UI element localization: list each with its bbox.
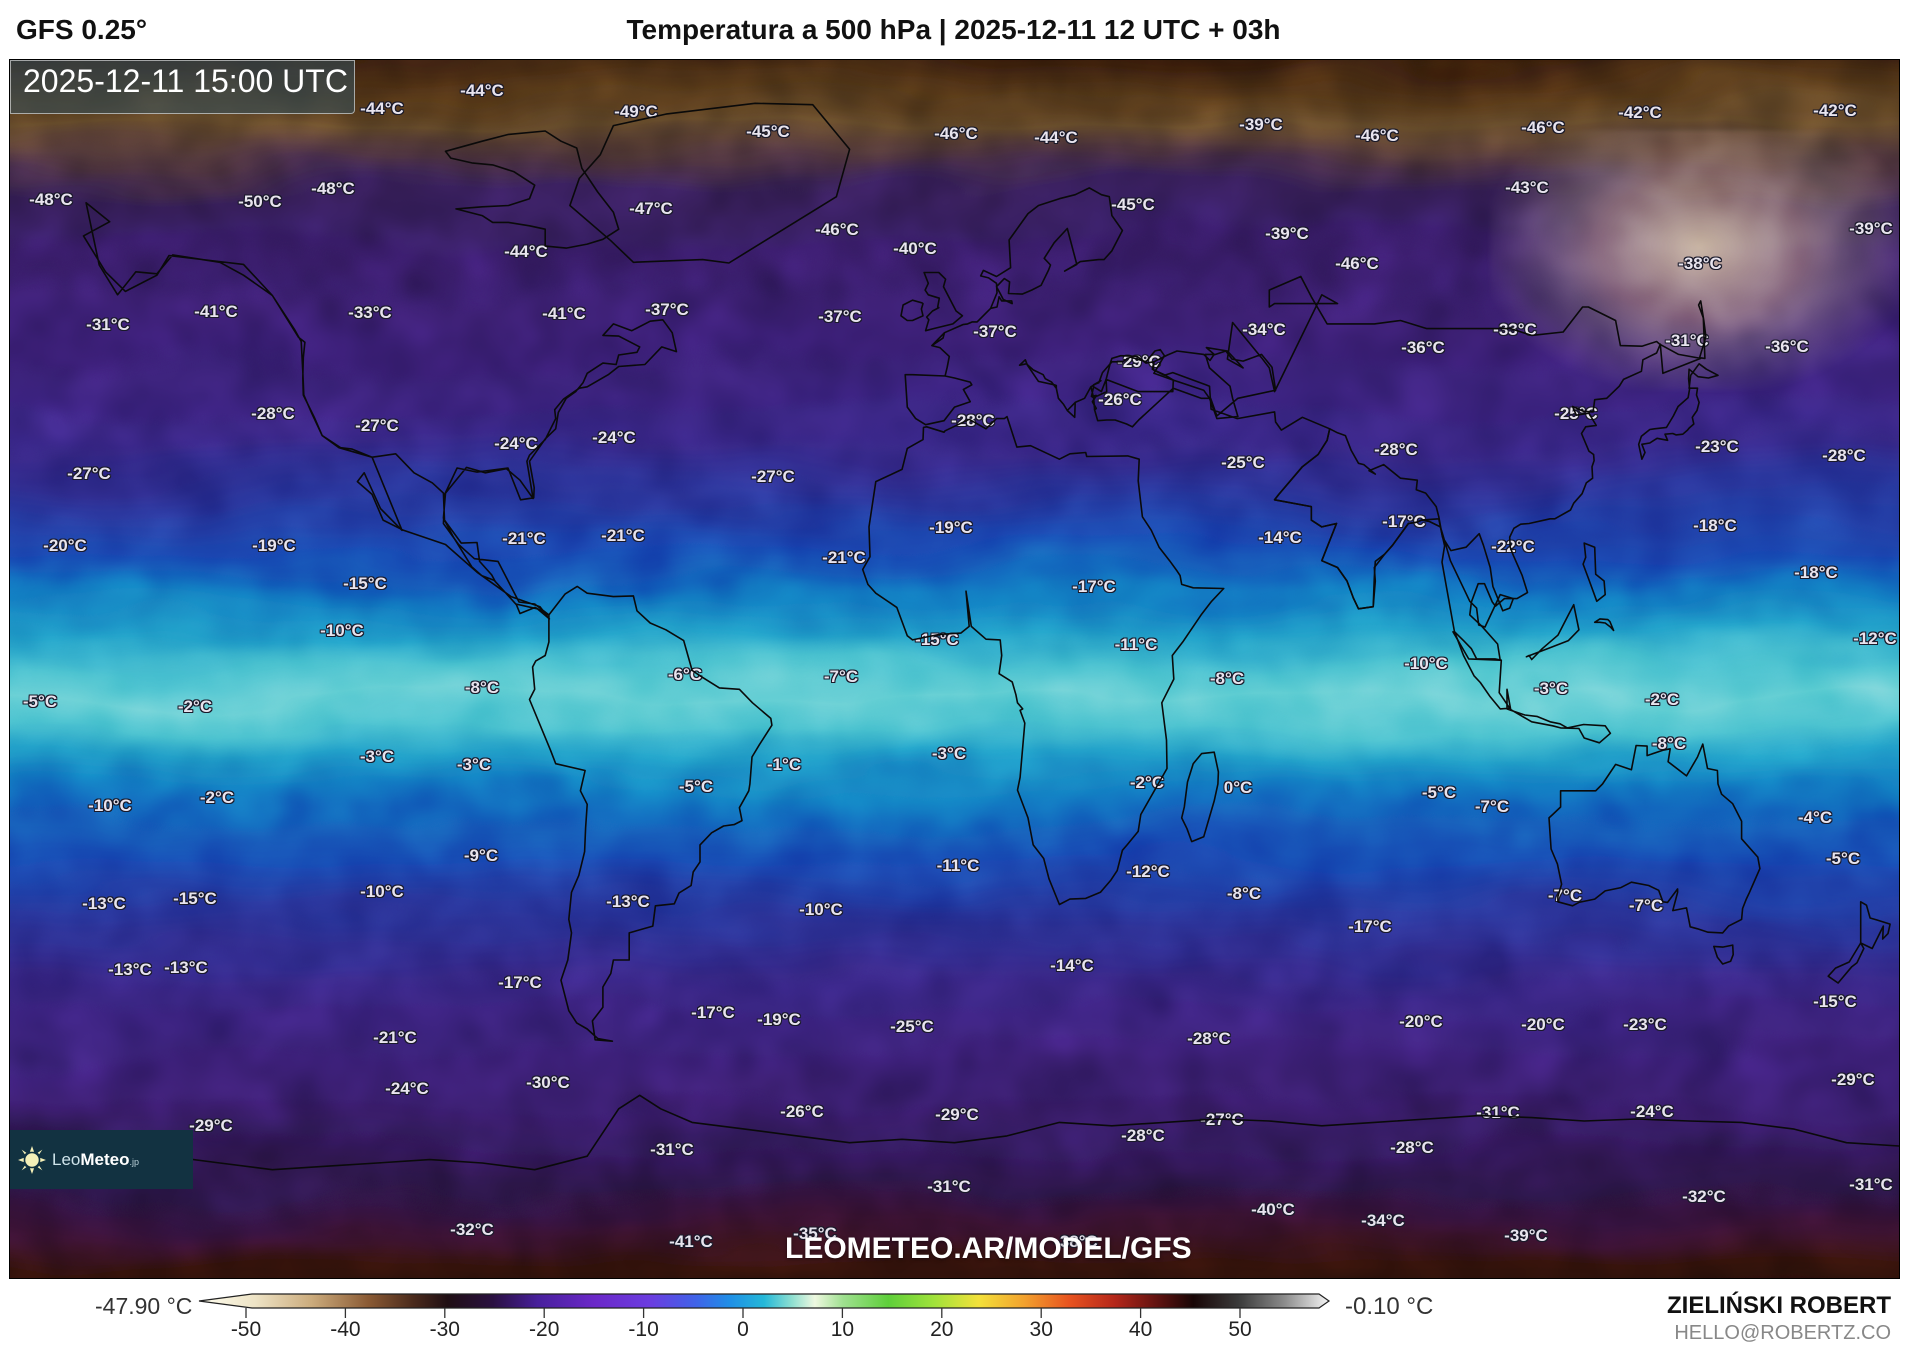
svg-text:-40: -40 [330, 1318, 360, 1338]
svg-text:20: 20 [930, 1318, 953, 1338]
svg-text:-10: -10 [628, 1318, 658, 1338]
svg-text:10: 10 [831, 1318, 854, 1338]
svg-text:0: 0 [737, 1318, 749, 1338]
svg-text:-20: -20 [529, 1318, 559, 1338]
svg-text:40: 40 [1129, 1318, 1152, 1338]
svg-text:-30: -30 [430, 1318, 460, 1338]
svg-text:-50: -50 [231, 1318, 261, 1338]
svg-text:50: 50 [1228, 1318, 1251, 1338]
svg-text:30: 30 [1030, 1318, 1053, 1338]
